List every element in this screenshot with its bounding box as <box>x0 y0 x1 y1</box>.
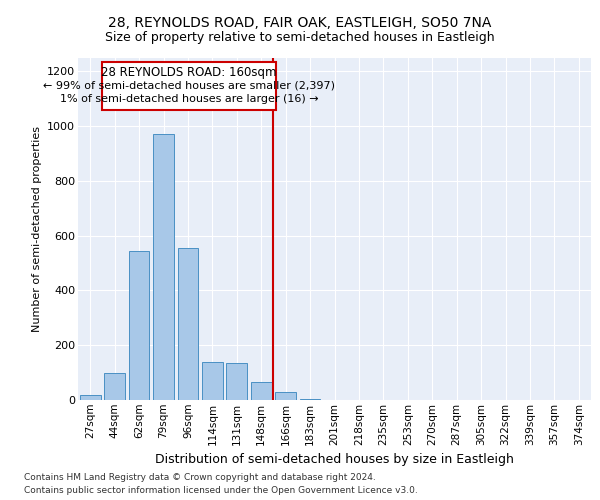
Bar <box>104 372 125 400</box>
Bar <box>226 363 247 400</box>
Bar <box>80 394 101 400</box>
X-axis label: Distribution of semi-detached houses by size in Eastleigh: Distribution of semi-detached houses by … <box>155 453 514 466</box>
Text: ← 99% of semi-detached houses are smaller (2,397): ← 99% of semi-detached houses are smalle… <box>43 80 335 90</box>
Bar <box>202 362 223 400</box>
Bar <box>178 248 199 400</box>
Bar <box>128 250 149 400</box>
Text: 1% of semi-detached houses are larger (16) →: 1% of semi-detached houses are larger (1… <box>60 94 319 104</box>
Bar <box>103 62 276 110</box>
Text: 28, REYNOLDS ROAD, FAIR OAK, EASTLEIGH, SO50 7NA: 28, REYNOLDS ROAD, FAIR OAK, EASTLEIGH, … <box>109 16 491 30</box>
Text: Contains public sector information licensed under the Open Government Licence v3: Contains public sector information licen… <box>24 486 418 495</box>
Text: Contains HM Land Registry data © Crown copyright and database right 2024.: Contains HM Land Registry data © Crown c… <box>24 472 376 482</box>
Text: Size of property relative to semi-detached houses in Eastleigh: Size of property relative to semi-detach… <box>105 31 495 44</box>
Bar <box>251 382 272 400</box>
Bar <box>299 398 320 400</box>
Text: 28 REYNOLDS ROAD: 160sqm: 28 REYNOLDS ROAD: 160sqm <box>101 66 277 78</box>
Bar <box>275 392 296 400</box>
Y-axis label: Number of semi-detached properties: Number of semi-detached properties <box>32 126 41 332</box>
Bar <box>153 134 174 400</box>
